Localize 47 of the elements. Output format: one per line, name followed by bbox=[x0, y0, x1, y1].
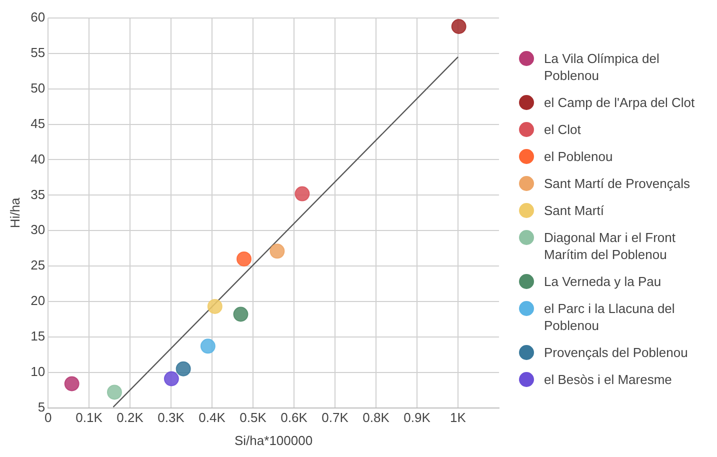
x-tick-label: 0 bbox=[44, 410, 52, 426]
y-tick-label: 45 bbox=[30, 116, 46, 131]
y-tick-label: 20 bbox=[30, 293, 46, 308]
x-tick-label: 0.3K bbox=[158, 410, 185, 426]
legend-label: Diagonal Mar i el Front Marítim del Poblenou bbox=[544, 229, 676, 263]
y-tick-label: 10 bbox=[30, 364, 46, 379]
x-tick-label: 0.4K bbox=[198, 410, 226, 426]
x-axis-title: Si/ha*100000 bbox=[234, 432, 313, 448]
legend-label: Sant Martí bbox=[544, 202, 604, 219]
x-tick-label: 0.9K bbox=[404, 410, 431, 426]
y-tick-label: 30 bbox=[30, 222, 46, 238]
y-tick-label: 35 bbox=[30, 186, 46, 202]
point bbox=[294, 186, 310, 202]
legend-label: Provençals del Poblenou bbox=[544, 344, 688, 361]
y-tick-label: 40 bbox=[30, 151, 46, 166]
y-tick-label: 5 bbox=[38, 399, 46, 414]
x-tick-label: 0.6K bbox=[280, 410, 308, 426]
point bbox=[176, 361, 191, 376]
x-tick-label: 0.8K bbox=[362, 410, 390, 426]
y-tick-label: 15 bbox=[30, 328, 46, 344]
point bbox=[164, 371, 179, 386]
x-tick-label: 0.2K bbox=[116, 410, 144, 426]
y-tick-label: 60 bbox=[30, 10, 46, 25]
legend-label: el Camp de l'Arpa del Clot bbox=[544, 94, 695, 111]
y-tick-label: 55 bbox=[30, 45, 46, 60]
point bbox=[200, 338, 216, 354]
point bbox=[270, 244, 285, 259]
legend-label: Sant Martí de Provençals bbox=[544, 175, 690, 192]
legend-label: La Vila Olímpica del Poblenou bbox=[544, 50, 660, 84]
legend-label: el Besòs i el Maresme bbox=[544, 371, 672, 388]
y-tick-label: 25 bbox=[30, 258, 46, 273]
y-axis-title: Hi/ha bbox=[7, 196, 22, 228]
legend-label: el Parc i la Llacuna del Poblenou bbox=[544, 300, 676, 334]
point bbox=[451, 19, 466, 34]
legend-label: el Poblenou bbox=[544, 148, 613, 165]
point bbox=[207, 298, 222, 314]
x-tick-label: 0.1K bbox=[76, 410, 103, 426]
legend-label: el Clot bbox=[544, 121, 581, 138]
point bbox=[64, 376, 80, 392]
legend-label: La Verneda y la Pau bbox=[544, 273, 662, 290]
point bbox=[233, 306, 248, 322]
point bbox=[106, 384, 122, 400]
x-tick-label: 0.7K bbox=[322, 410, 349, 426]
x-tick-label: 0.5K bbox=[240, 410, 267, 426]
point bbox=[236, 251, 252, 266]
y-tick-label: 50 bbox=[30, 80, 46, 96]
x-tick-label: 1K bbox=[450, 410, 466, 426]
